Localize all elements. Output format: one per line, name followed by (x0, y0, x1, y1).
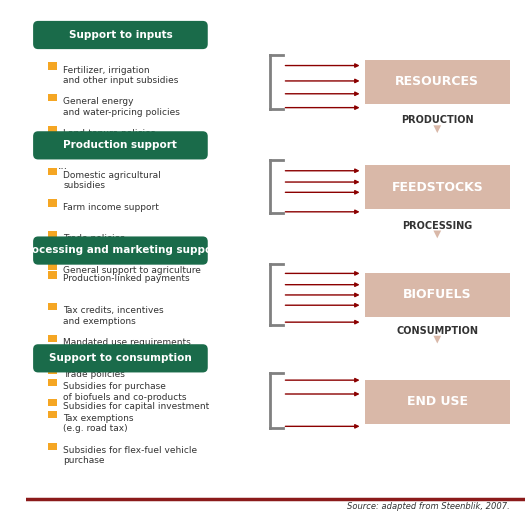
Text: BIOFUELS: BIOFUELS (403, 288, 472, 301)
Text: Domestic agricultural
subsidies: Domestic agricultural subsidies (63, 171, 161, 190)
Text: RESOURCES: RESOURCES (395, 75, 479, 88)
Text: Processing and marketing support: Processing and marketing support (19, 245, 222, 255)
FancyBboxPatch shape (48, 303, 57, 310)
FancyBboxPatch shape (48, 94, 57, 102)
Text: ...: ... (58, 161, 68, 171)
FancyBboxPatch shape (48, 399, 57, 406)
Text: Source: adapted from Steenblik, 2007.: Source: adapted from Steenblik, 2007. (347, 503, 510, 511)
FancyBboxPatch shape (48, 231, 57, 238)
Text: Trade policies: Trade policies (63, 370, 125, 379)
FancyBboxPatch shape (365, 380, 510, 424)
FancyBboxPatch shape (33, 236, 208, 265)
FancyBboxPatch shape (48, 168, 57, 175)
Text: Tax credits, incentives
and exemptions: Tax credits, incentives and exemptions (63, 306, 164, 326)
Text: Support to consumption: Support to consumption (49, 353, 192, 363)
Text: Support to inputs: Support to inputs (68, 30, 173, 40)
Text: General support to agriculture: General support to agriculture (63, 266, 201, 275)
Text: Subsidies for capital investment: Subsidies for capital investment (63, 401, 209, 411)
Text: Subsidies for flex-fuel vehicle
purchase: Subsidies for flex-fuel vehicle purchase (63, 446, 197, 465)
FancyBboxPatch shape (48, 126, 57, 133)
FancyBboxPatch shape (33, 131, 208, 159)
FancyBboxPatch shape (365, 60, 510, 104)
FancyBboxPatch shape (48, 443, 57, 450)
FancyBboxPatch shape (48, 271, 57, 279)
Text: PROCESSING: PROCESSING (402, 221, 472, 231)
Text: General energy
and water-pricing policies: General energy and water-pricing policie… (63, 98, 180, 117)
Text: Fertilizer, irrigation
and other input subsidies: Fertilizer, irrigation and other input s… (63, 66, 178, 85)
FancyBboxPatch shape (48, 263, 57, 270)
FancyBboxPatch shape (33, 344, 208, 373)
Text: CONSUMPTION: CONSUMPTION (396, 326, 478, 336)
FancyBboxPatch shape (48, 200, 57, 207)
FancyBboxPatch shape (48, 62, 57, 70)
FancyBboxPatch shape (48, 367, 57, 374)
Text: Production support: Production support (64, 140, 177, 150)
FancyBboxPatch shape (33, 21, 208, 49)
Text: FEEDSTOCKS: FEEDSTOCKS (391, 181, 483, 194)
Text: PRODUCTION: PRODUCTION (401, 116, 473, 125)
Text: Production-linked payments: Production-linked payments (63, 275, 190, 283)
Text: Mandated use requirements: Mandated use requirements (63, 338, 191, 347)
Text: Trade policies: Trade policies (63, 234, 125, 244)
FancyBboxPatch shape (48, 411, 57, 418)
Text: Land-tenure policies: Land-tenure policies (63, 129, 155, 138)
FancyBboxPatch shape (48, 379, 57, 386)
Text: Farm income support: Farm income support (63, 203, 159, 212)
FancyBboxPatch shape (365, 165, 510, 209)
Text: END USE: END USE (407, 395, 468, 408)
FancyBboxPatch shape (365, 273, 510, 317)
Text: Tax exemptions
(e.g. road tax): Tax exemptions (e.g. road tax) (63, 414, 134, 433)
Text: Subsidies for purchase
of biofuels and co-products: Subsidies for purchase of biofuels and c… (63, 382, 187, 401)
FancyBboxPatch shape (48, 335, 57, 342)
